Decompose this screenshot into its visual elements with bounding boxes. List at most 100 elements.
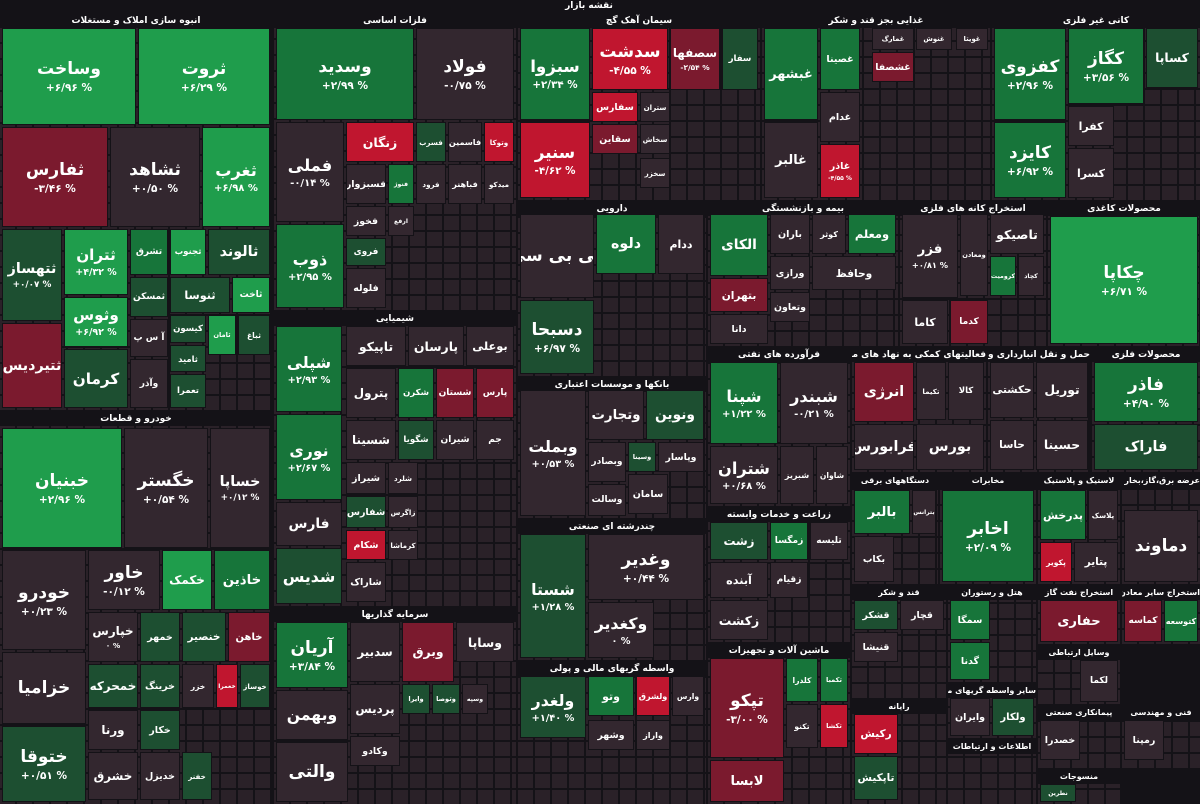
stock-tile[interactable]: حکشتی [990,362,1034,418]
stock-tile[interactable]: تاصیکو [990,214,1044,254]
stock-tile[interactable]: قنیشا [854,632,898,662]
stock-tile[interactable]: سصفها -۲/۵۴ % [670,28,720,90]
stock-tile[interactable]: ثشاهد +۰/۵۰ % [110,127,200,227]
stock-tile[interactable]: تشرق [130,229,168,275]
stock-tile[interactable]: کوثر [812,214,846,254]
stock-tile[interactable]: فسرب [416,122,446,162]
stock-tile[interactable]: ولکار [992,698,1034,736]
stock-tile[interactable]: وساخت +۶/۹۶ % [2,28,136,125]
stock-tile[interactable]: خکار [140,710,180,750]
stock-tile[interactable]: غاذر -۴/۵۵ % [820,144,860,198]
stock-tile[interactable]: پترول [346,368,396,418]
stock-tile[interactable]: وسینا [628,442,656,472]
stock-tile[interactable]: وساپا [456,622,514,662]
stock-tile[interactable]: شسینا [346,420,396,460]
stock-tile[interactable]: زمگسا [770,522,808,560]
stock-tile[interactable]: ثجنوب [170,229,206,275]
stock-tile[interactable]: وپاسار [658,442,704,472]
stock-tile[interactable]: خساپا +۰/۱۲ % [210,428,270,548]
stock-tile[interactable]: فرود [416,164,446,204]
stock-tile[interactable]: شبریز [780,446,814,504]
stock-tile[interactable]: تپکو -۳/۰۰ % [710,658,784,758]
stock-tile[interactable]: فملی -۰/۱۴ % [276,122,344,222]
stock-tile[interactable]: نطرین [1040,784,1076,802]
stock-tile[interactable]: آ س پ [130,319,168,357]
stock-tile[interactable]: غشصفا [872,52,914,82]
stock-tile[interactable]: ثامان [208,315,236,355]
stock-tile[interactable]: وبملت +۰/۵۳ % [520,390,586,516]
stock-tile[interactable]: شتران +۰/۶۸ % [710,446,778,504]
stock-tile[interactable]: ثتهساز +۰/۰۷ % [2,229,62,321]
stock-tile[interactable]: خزر [182,664,214,708]
stock-tile[interactable]: تکشا [820,704,848,748]
stock-tile[interactable]: خفنر [182,752,212,800]
stock-tile[interactable]: شستان [436,368,474,418]
stock-tile[interactable]: وکغدیر ۰ % [588,602,654,658]
stock-tile[interactable]: وحافظ [812,256,896,290]
stock-tile[interactable]: دماوند [1124,510,1198,582]
stock-tile[interactable]: سخاش [640,124,670,154]
stock-tile[interactable]: خعمرا [216,664,238,708]
stock-tile[interactable]: گدنا [950,642,990,680]
stock-tile[interactable]: خاور -۰/۱۲ % [88,550,160,610]
stock-tile[interactable]: سفارس [592,92,638,122]
stock-tile[interactable]: کیسون [170,315,206,343]
stock-tile[interactable]: سنیر -۴/۶۲ % [520,122,590,198]
stock-tile[interactable]: خنصیر [182,612,226,662]
stock-tile[interactable]: سخزر [640,158,670,188]
stock-tile[interactable]: فولاد -۰/۷۵ % [416,28,514,120]
stock-tile[interactable]: بورس [916,424,984,470]
stock-tile[interactable]: خاهن [228,612,270,662]
stock-tile[interactable]: زاگرس [388,496,418,528]
stock-tile[interactable]: وایران [950,698,990,736]
stock-tile[interactable]: الکای [710,214,768,276]
stock-tile[interactable]: میدکو [484,164,514,204]
stock-tile[interactable]: فاراک [1094,424,1198,470]
stock-tile[interactable]: کچاد [1018,256,1044,296]
stock-tile[interactable]: وتجارت [588,390,644,440]
stock-tile[interactable]: خبنیان +۲/۹۶ % [2,428,122,548]
stock-tile[interactable]: زنگان [346,122,414,162]
stock-tile[interactable]: وتوکا [484,122,514,162]
stock-tile[interactable]: فرابورس [854,424,914,470]
stock-tile[interactable]: رکیش [854,714,898,754]
stock-tile[interactable]: وثوس +۶/۹۲ % [64,297,128,347]
stock-tile[interactable]: کلدرا [786,658,818,702]
stock-tile[interactable]: ثباغ [238,315,270,355]
stock-tile[interactable]: والتی [276,742,348,802]
stock-tile[interactable]: بالبر [854,490,910,534]
stock-tile[interactable]: خودرو +۰/۲۳ % [2,550,86,650]
stock-tile[interactable]: شکام [346,530,386,560]
stock-tile[interactable]: شفارس [346,496,386,528]
stock-tile[interactable]: خپارس ۰ % [88,612,138,662]
stock-tile[interactable]: لکما [1080,660,1118,702]
stock-tile[interactable]: شکرن [398,368,434,418]
stock-tile[interactable]: زقیام [770,562,808,598]
stock-tile[interactable]: سبزوا +۲/۳۴ % [520,28,590,120]
stock-tile[interactable]: شیران [436,420,474,460]
stock-tile[interactable]: وسالت [588,484,626,516]
stock-tile[interactable]: بتهران [710,278,768,312]
stock-tile[interactable]: ذوب +۲/۹۵ % [276,224,344,308]
stock-tile[interactable]: تاپیکو [346,326,406,366]
stock-tile[interactable]: انرژی [854,362,914,422]
stock-tile[interactable]: شیراز [346,462,386,494]
stock-tile[interactable]: ورنا [88,710,138,750]
stock-tile[interactable]: خزامیا [2,652,86,724]
stock-tile[interactable]: حسینا [1036,420,1088,470]
stock-tile[interactable]: سفار [722,28,758,90]
stock-tile[interactable]: فخوز [346,206,386,236]
stock-tile[interactable]: شبندر -۰/۲۱ % [780,362,848,444]
stock-tile[interactable]: تعمرا [170,374,206,408]
stock-tile[interactable]: کفزوی +۲/۹۶ % [994,28,1066,120]
stock-tile[interactable]: ختوقا +۰/۵۱ % [2,726,86,802]
stock-tile[interactable]: ورازی [770,256,810,290]
stock-tile[interactable]: غنوش [916,28,952,50]
stock-tile[interactable]: پدرخش [1040,490,1086,540]
stock-tile[interactable]: خمهر [140,612,180,662]
stock-tile[interactable]: شستا +۱/۲۸ % [520,534,586,658]
stock-tile[interactable]: اخابر +۲/۰۹ % [942,490,1034,582]
stock-tile[interactable]: شلرد [388,462,418,494]
stock-tile[interactable]: شاراک [346,562,386,602]
stock-tile[interactable]: خکمک [162,550,212,610]
